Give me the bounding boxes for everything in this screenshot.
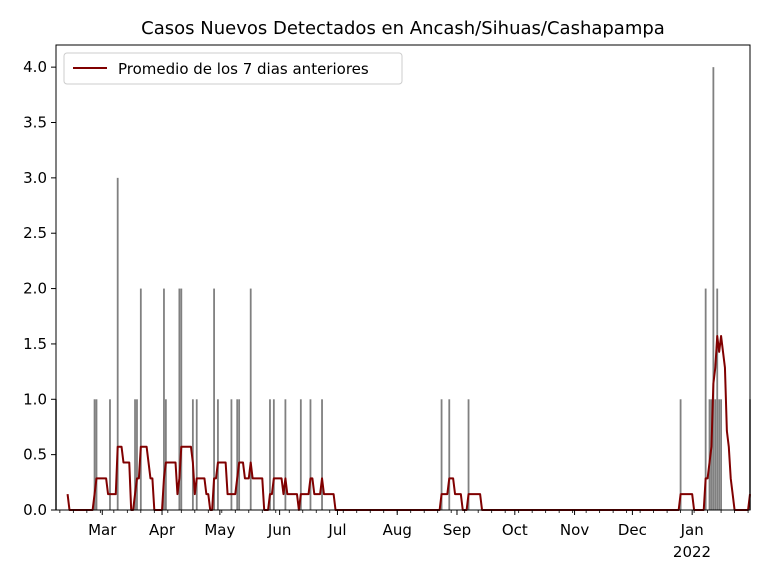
x-tick-label: Oct — [502, 521, 528, 539]
bar — [139, 288, 142, 510]
y-tick-label: 1.0 — [23, 390, 47, 408]
y-tick-label: 0.5 — [23, 446, 47, 464]
y-axis: 0.0 0.5 1.0 1.5 2.0 2.5 3.0 3.5 4.0 — [23, 58, 56, 519]
x-tick-label: May — [204, 521, 235, 539]
legend-label: Promedio de los 7 dias anteriores — [118, 60, 369, 78]
y-tick-label: 2.0 — [23, 280, 47, 298]
x-axis: 2022 Mar Apr May Jun Jul Aug Sep Oct Nov Dec Jan — [59, 510, 749, 561]
bar — [714, 399, 717, 510]
bar — [236, 399, 239, 510]
x-tick-label: Jul — [327, 521, 346, 539]
bar — [269, 399, 271, 510]
x-tick-label: Apr — [149, 521, 176, 539]
bar — [467, 399, 470, 510]
bar — [230, 399, 233, 510]
bar — [163, 288, 165, 510]
bar — [180, 288, 183, 510]
x-tick-label: Mar — [88, 521, 117, 539]
legend-frame — [63, 52, 403, 85]
bar — [679, 399, 682, 510]
bar — [718, 399, 721, 510]
bar — [217, 399, 219, 510]
bar — [716, 288, 719, 510]
y-tick-label: 3.5 — [23, 114, 47, 132]
bar — [712, 67, 715, 510]
bar — [136, 399, 138, 510]
bar — [178, 288, 181, 510]
bar — [93, 399, 96, 510]
x-tick-label: Dec — [618, 521, 647, 539]
bar — [249, 288, 252, 510]
legend: Promedio de los 7 dias anteriores — [63, 52, 403, 85]
bar — [720, 399, 722, 510]
bar — [299, 399, 302, 510]
bar — [440, 399, 443, 510]
x-tick-label: Aug — [383, 521, 412, 539]
bar — [164, 399, 167, 510]
bar — [116, 177, 119, 511]
x-tick-label: Sep — [443, 521, 471, 539]
bar — [134, 399, 136, 510]
bar — [309, 399, 312, 510]
y-tick-label: 4.0 — [23, 58, 47, 76]
y-tick-label: 2.5 — [23, 224, 47, 242]
chart-title: Casos Nuevos Detectados en Ancash/Sihuas… — [141, 18, 665, 39]
x-tick-label: Nov — [560, 521, 589, 539]
bar — [284, 399, 287, 510]
plot-frame — [55, 44, 751, 511]
x-tick-label: Jan — [680, 521, 704, 539]
bar — [321, 399, 323, 510]
bar — [213, 288, 215, 510]
y-tick-label: 0.0 — [23, 501, 47, 519]
bar — [272, 399, 275, 510]
bar — [704, 288, 707, 510]
bar — [95, 399, 98, 510]
x-axis-year-label: 2022 — [673, 543, 711, 561]
x-tick-label: Jun — [267, 521, 291, 539]
bar — [238, 399, 241, 510]
y-tick-label: 1.5 — [23, 335, 47, 353]
bar — [109, 399, 111, 510]
bar — [195, 399, 198, 510]
bar — [448, 399, 451, 510]
y-tick-label: 3.0 — [23, 169, 47, 187]
